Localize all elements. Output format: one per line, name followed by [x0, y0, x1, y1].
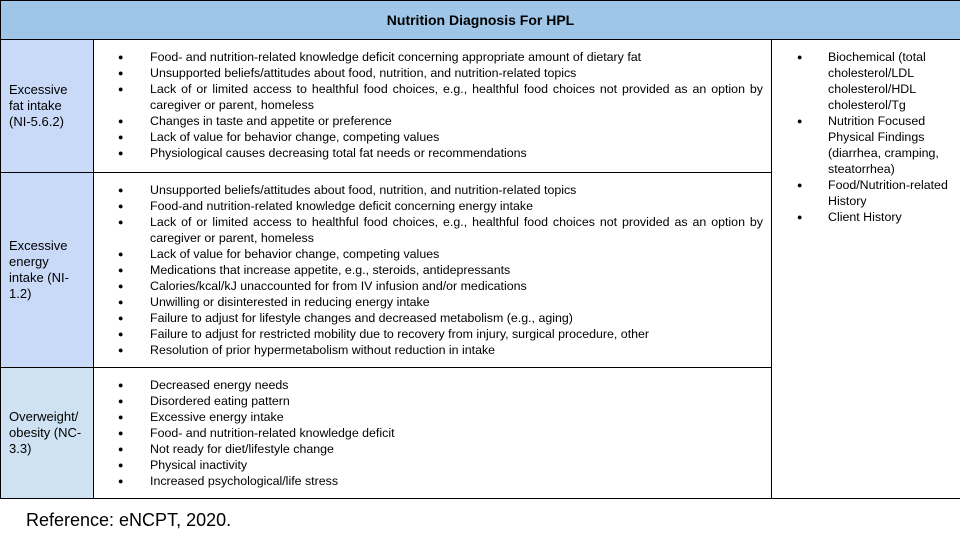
- list-item: Changes in taste and appetite or prefere…: [94, 113, 763, 129]
- signs-symptoms-list: Biochemical (total cholesterol/LDL chole…: [772, 49, 956, 225]
- list-item: Food- and nutrition-related knowledge de…: [94, 425, 763, 441]
- list-item: Lack of or limited access to healthful f…: [94, 214, 763, 246]
- etiology-list: Decreased energy needs Disordered eating…: [94, 377, 763, 489]
- list-item: Resolution of prior hypermetabolism with…: [94, 342, 763, 358]
- table-row-fat: Excessive fat intake (NI-5.6.2) Food- an…: [0, 39, 960, 499]
- list-item: Calories/kcal/kJ unaccounted for from IV…: [94, 278, 763, 294]
- etiology-cell: Decreased energy needs Disordered eating…: [93, 367, 772, 499]
- table-row-energy: Excessive energy intake (NI-1.2) Unsuppo…: [0, 172, 960, 368]
- etiology-list: Unsupported beliefs/attitudes about food…: [94, 182, 763, 358]
- list-item: Disordered eating pattern: [94, 393, 763, 409]
- list-item: Decreased energy needs: [94, 377, 763, 393]
- list-item: Increased psychological/life stress: [94, 473, 763, 489]
- list-item: Client History: [772, 209, 956, 225]
- table-title: Nutrition Diagnosis For HPL: [0, 0, 960, 40]
- list-item: Unwilling or disinterested in reducing e…: [94, 294, 763, 310]
- diagnosis-label: Excessive fat intake (NI-5.6.2): [9, 82, 68, 129]
- list-item: Failure to adjust for lifestyle changes …: [94, 310, 763, 326]
- etiology-cell: Unsupported beliefs/attitudes about food…: [93, 172, 772, 368]
- list-item: Not ready for diet/lifestyle change: [94, 441, 763, 457]
- diagnosis-label: Overweight/ obesity (NC-3.3): [9, 409, 82, 456]
- diagnosis-cell: Overweight/ obesity (NC-3.3): [0, 367, 94, 499]
- list-item: Physiological causes decreasing total fa…: [94, 145, 763, 161]
- list-item: Nutrition Focused Physical Findings (dia…: [772, 113, 956, 177]
- list-item: Biochemical (total cholesterol/LDL chole…: [772, 49, 956, 113]
- list-item: Food/Nutrition-related History: [772, 177, 956, 209]
- list-item: Excessive energy intake: [94, 409, 763, 425]
- reference-note: Reference: eNCPT, 2020.: [26, 510, 232, 530]
- diagnosis-label: Excessive energy intake (NI-1.2): [9, 238, 69, 301]
- etiology-cell: Food- and nutrition-related knowledge de…: [93, 39, 772, 173]
- signs-symptoms-cell: Biochemical (total cholesterol/LDL chole…: [770, 39, 960, 499]
- list-item: Unsupported beliefs/attitudes about food…: [94, 182, 763, 198]
- nutrition-diagnosis-table: Nutrition Diagnosis For HPL Excessive fa…: [0, 0, 960, 499]
- list-item: Food-and nutrition-related knowledge def…: [94, 198, 763, 214]
- list-item: Lack of or limited access to healthful f…: [94, 81, 763, 113]
- etiology-list: Food- and nutrition-related knowledge de…: [94, 49, 763, 161]
- list-item: Medications that increase appetite, e.g.…: [94, 262, 763, 278]
- list-item: Lack of value for behavior change, compe…: [94, 246, 763, 262]
- table-row-obesity: Overweight/ obesity (NC-3.3) Decreased e…: [0, 367, 960, 499]
- list-item: Unsupported beliefs/attitudes about food…: [94, 65, 763, 81]
- diagnosis-cell: Excessive energy intake (NI-1.2): [0, 172, 94, 368]
- list-item: Physical inactivity: [94, 457, 763, 473]
- list-item: Food- and nutrition-related knowledge de…: [94, 49, 763, 65]
- list-item: Failure to adjust for restricted mobilit…: [94, 326, 763, 342]
- list-item: Lack of value for behavior change, compe…: [94, 129, 763, 145]
- diagnosis-cell: Excessive fat intake (NI-5.6.2): [0, 39, 94, 173]
- title-row: Nutrition Diagnosis For HPL: [0, 0, 960, 40]
